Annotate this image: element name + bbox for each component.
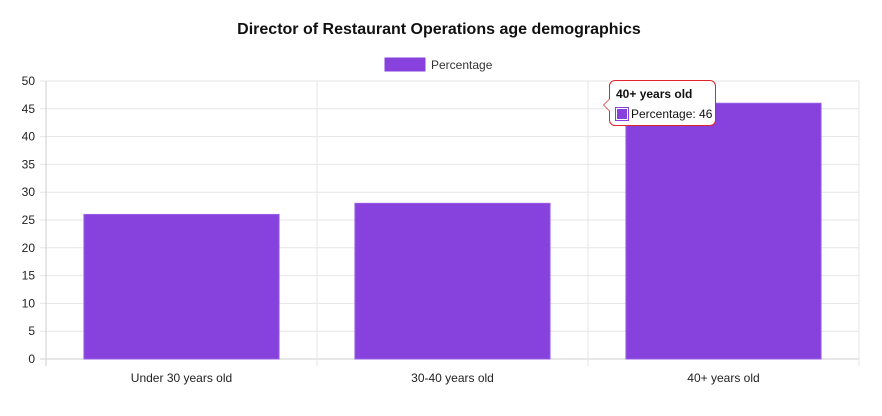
y-tick-label: 45 <box>22 102 36 116</box>
x-tick-label: 40+ years old <box>687 371 759 385</box>
y-tick-label: 10 <box>22 296 36 310</box>
legend-swatch <box>384 57 426 72</box>
y-tick-label: 0 <box>28 352 35 366</box>
y-tick-label: 20 <box>22 241 36 255</box>
tooltip-swatch <box>615 107 629 121</box>
bar[interactable] <box>354 202 551 360</box>
legend[interactable]: Percentage <box>384 57 493 72</box>
y-axis: 0 5 10 15 20 25 30 35 40 45 50 <box>22 74 36 366</box>
bar[interactable] <box>625 102 822 360</box>
y-tick-label: 35 <box>22 157 36 171</box>
tooltip: 40+ years old Percentage: 46 <box>603 80 716 126</box>
tooltip-body: Percentage: 46 <box>615 107 713 121</box>
x-tick-label: 30-40 years old <box>411 371 494 385</box>
x-tick-label: Under 30 years old <box>131 371 232 385</box>
x-axis: Under 30 years old 30-40 years old 40+ yea… <box>131 371 760 385</box>
y-tick-label: 15 <box>22 269 36 283</box>
bar[interactable] <box>83 213 280 360</box>
legend-label: Percentage <box>431 58 493 72</box>
bars <box>83 102 822 360</box>
y-tick-label: 5 <box>28 324 35 338</box>
y-tick-label: 40 <box>22 130 36 144</box>
y-tick-label: 50 <box>22 74 36 88</box>
y-tick-label: 25 <box>22 213 36 227</box>
tooltip-caret-inner <box>604 99 610 111</box>
tooltip-label: Percentage: 46 <box>631 107 713 121</box>
chart-title: Director of Restaurant Operations age de… <box>237 21 641 38</box>
tooltip-title: 40+ years old <box>616 87 693 101</box>
y-tick-label: 30 <box>22 185 36 199</box>
